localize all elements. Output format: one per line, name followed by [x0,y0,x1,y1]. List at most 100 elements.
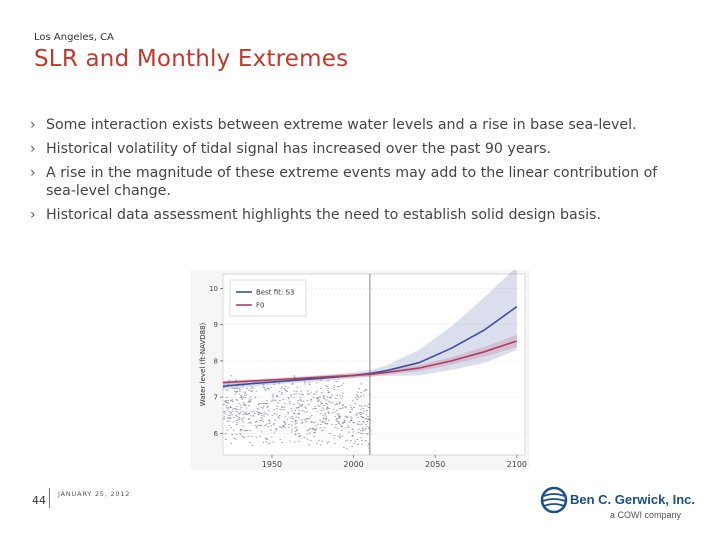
y-tick-label: 6 [214,430,219,438]
scatter-point [225,407,228,409]
scatter-point [277,416,280,418]
scatter-point [249,396,252,398]
y-axis-label: Water level (ft-NAVD88) [199,322,207,406]
scatter-point [270,400,273,402]
scatter-point [320,388,322,390]
scatter-point [341,395,344,397]
scatter-point [342,422,344,424]
scatter-point [259,420,261,422]
scatter-point [261,412,263,414]
scatter-point [233,437,235,439]
scatter-point [248,400,251,402]
scatter-point [239,430,242,432]
scatter-point [339,424,342,426]
scatter-point [340,384,343,386]
scatter-point [323,396,326,398]
scatter-point [358,404,361,406]
scatter-point [335,402,338,404]
scatter-point [343,421,345,423]
scatter-point [352,422,355,423]
scatter-point [262,407,264,409]
scatter-point [325,419,327,421]
scatter-point [312,408,315,410]
confidence-band [222,266,517,391]
scatter-point [227,400,230,402]
scatter-point [340,397,343,399]
legend-label: F0 [256,302,264,310]
chevron-right-icon: › [30,141,36,157]
scatter-point [310,391,312,393]
scatter-point [339,407,342,409]
scatter-point [261,418,264,420]
scatter-point [273,432,275,434]
logo-name: Ben C. Gerwick, Inc. [570,492,695,507]
scatter-point [289,440,291,442]
scatter-point [234,390,237,392]
scatter-point [241,419,244,421]
scatter-point [254,397,257,398]
scatter-point [249,415,252,417]
scatter-point [245,407,248,409]
scatter-point [313,436,315,438]
scatter-point [305,407,308,409]
scatter-point [299,434,302,436]
scatter-point [313,394,316,395]
scatter-point [344,427,347,429]
scatter-point [294,433,297,435]
scatter-point [239,434,242,436]
scatter-point [308,429,310,431]
scatter-point [248,389,250,391]
scatter-point [301,422,303,424]
scatter-point [303,418,306,420]
scatter-point [335,423,337,425]
scatter-point [351,446,354,447]
scatter-point [231,401,234,403]
scatter-point [229,412,232,414]
scatter-point [250,390,252,392]
scatter-point [260,407,263,409]
scatter-point [331,401,334,403]
scatter-point [320,421,323,423]
scatter-point [240,396,243,398]
scatter-point [342,407,344,409]
scatter-point [226,396,228,398]
scatter-point [289,394,292,396]
scatter-point [362,407,364,409]
scatter-point [227,383,230,385]
scatter-point [336,386,339,388]
scatter-point [321,430,324,432]
scatter-point [367,419,370,420]
scatter-point [235,380,237,381]
scatter-point [272,396,274,398]
scatter-point [292,403,295,405]
scatter-point [308,383,311,385]
scatter-point [240,397,243,399]
scatter-point [238,402,240,404]
scatter-point [322,395,325,397]
scatter-point [287,426,290,428]
scatter-point [236,399,239,401]
scatter-point [265,441,267,443]
scatter-point [323,421,326,423]
scatter-point [333,437,335,439]
scatter-point [352,435,354,436]
scatter-point [315,392,317,394]
scatter-point [361,416,363,418]
page-number: 44 [32,494,46,507]
scatter-point [323,398,326,400]
scatter-point [356,439,358,441]
scatter-point [337,435,339,437]
y-tick-label: 7 [214,394,218,402]
bullet-text: Historical data assessment highlights th… [46,207,601,223]
scatter-point [248,401,250,403]
scatter-point [296,429,298,431]
scatter-point [243,413,246,415]
scatter-point [224,400,226,402]
scatter-point [273,424,275,426]
scatter-point [365,414,368,415]
scatter-point [324,422,326,424]
scatter-point [331,424,333,426]
scatter-point [333,434,336,436]
scatter-point [281,442,283,444]
scatter-point [239,432,241,434]
